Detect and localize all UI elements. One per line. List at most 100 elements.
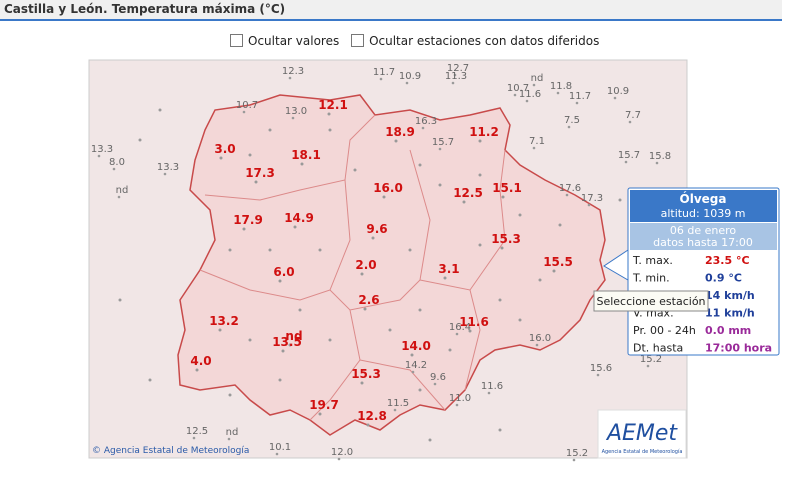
station-dot: [228, 393, 232, 397]
station-value[interactable]: 3.1: [438, 262, 459, 276]
station-dot: [655, 161, 659, 165]
station-value[interactable]: 12.5: [453, 186, 483, 200]
station-value[interactable]: 11.2: [469, 125, 499, 139]
station-dot: [219, 156, 223, 160]
station-value: 13.3: [91, 144, 113, 155]
station-value[interactable]: 9.6: [366, 222, 387, 236]
station-dot: [268, 128, 272, 132]
station-value[interactable]: 13.2: [209, 314, 239, 328]
station-dot: [421, 126, 425, 130]
station-dot: [363, 307, 367, 311]
station-dot: [328, 338, 332, 342]
station-dot: [97, 154, 101, 158]
checkbox[interactable]: [351, 34, 365, 47]
station-value[interactable]: 2.6: [358, 293, 379, 307]
popup-row-value: 0.0 mm: [705, 324, 751, 337]
station-value[interactable]: 13.5: [272, 335, 302, 349]
popup-row-label: T. max.: [632, 254, 673, 267]
station-dot: [117, 195, 121, 199]
station-value[interactable]: 18.9: [385, 125, 415, 139]
station-dot: [532, 146, 536, 150]
station-dot: [192, 436, 196, 440]
station-dot: [248, 153, 252, 157]
checkbox[interactable]: [230, 34, 243, 47]
station-dot: [478, 243, 482, 247]
station-dot: [371, 236, 375, 240]
station-value: nd: [531, 73, 544, 84]
station-dot: [498, 298, 502, 302]
station-value: 12.0: [331, 447, 353, 458]
station-dot: [558, 223, 562, 227]
station-dot: [148, 378, 152, 382]
station-dot: [318, 248, 322, 252]
option[interactable]: Ocultar valores: [230, 34, 339, 48]
station-dot: [448, 348, 452, 352]
station-dot: [163, 172, 167, 176]
station-value: 16.3: [415, 116, 437, 127]
station-dot: [501, 195, 505, 199]
station-value: 16.4: [449, 322, 471, 333]
station-dot: [318, 412, 322, 416]
station-value: 11.7: [373, 67, 395, 78]
station-value[interactable]: 4.0: [190, 354, 211, 368]
station-value[interactable]: nd: [285, 329, 302, 343]
station-value: 11.5: [387, 398, 409, 409]
station-dot: [552, 269, 556, 273]
station-value: 17.3: [581, 193, 603, 204]
station-dot: [438, 147, 442, 151]
station-dot: [366, 423, 370, 427]
station-dot: [411, 370, 415, 374]
station-value[interactable]: 14.9: [284, 211, 314, 225]
station-dot: [587, 203, 591, 207]
station-value[interactable]: 14.0: [401, 339, 431, 353]
station-dot: [478, 173, 482, 177]
station-value[interactable]: 18.1: [291, 148, 321, 162]
station-dot: [487, 391, 491, 395]
station-dot: [218, 328, 222, 332]
station-value[interactable]: 15.1: [492, 181, 522, 195]
station-value: nd: [226, 427, 239, 438]
station-value[interactable]: 15.3: [491, 232, 521, 246]
station-value[interactable]: 15.5: [543, 255, 573, 269]
station-value[interactable]: 3.0: [214, 142, 235, 156]
copyright: © Agencia Estatal de Meteorología: [92, 446, 249, 456]
station-value[interactable]: 19.7: [309, 398, 339, 412]
station-value[interactable]: 2.0: [355, 258, 376, 272]
popup-row-value: 11 km/h: [705, 307, 755, 320]
station-value: 13.3: [157, 162, 179, 173]
station-value[interactable]: 17.9: [233, 213, 263, 227]
station-dot: [248, 338, 252, 342]
option[interactable]: Ocultar estaciones con datos diferidos: [351, 34, 599, 48]
station-value[interactable]: 12.1: [318, 98, 348, 112]
logo-box: [597, 409, 687, 459]
station-dot: [275, 452, 279, 456]
station-dot: [382, 195, 386, 199]
station-dot: [428, 438, 432, 442]
station-dot: [646, 364, 650, 368]
station-dot: [624, 160, 628, 164]
station-dot: [538, 278, 542, 282]
station-value[interactable]: 15.3: [351, 367, 381, 381]
station-dot: [242, 110, 246, 114]
station-value: 15.6: [590, 363, 612, 374]
station-value[interactable]: 16.0: [373, 181, 403, 195]
station-dot: [462, 200, 466, 204]
station-value[interactable]: 11.6: [459, 315, 489, 329]
station-value[interactable]: 6.0: [273, 265, 294, 279]
station-dot: [565, 193, 569, 197]
station-dot: [360, 381, 364, 385]
station-value: 17.6: [559, 183, 581, 194]
station-value[interactable]: 17.3: [245, 166, 275, 180]
station-dot: [268, 248, 272, 252]
station-value[interactable]: 12.8: [357, 409, 387, 423]
station-dot: [628, 120, 632, 124]
station-value: 7.1: [529, 136, 545, 147]
station-dot: [379, 77, 383, 81]
option-label: Ocultar estaciones con datos diferidos: [369, 34, 600, 48]
station-dot: [405, 81, 409, 85]
popup-station: Ólvega: [680, 191, 727, 206]
station-dot: [438, 183, 442, 187]
station-dot: [337, 457, 341, 461]
